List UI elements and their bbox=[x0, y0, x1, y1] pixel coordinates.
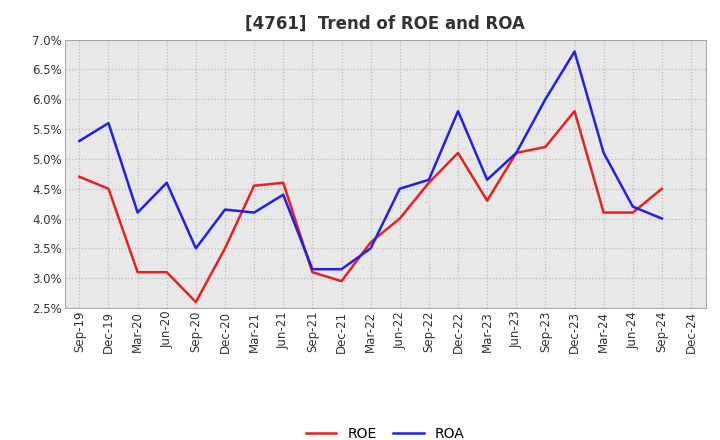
ROA bbox=[512, 150, 521, 156]
ROE bbox=[629, 210, 637, 215]
ROA bbox=[220, 207, 229, 212]
ROA bbox=[337, 267, 346, 272]
ROA bbox=[629, 204, 637, 209]
ROE bbox=[104, 186, 113, 191]
ROE bbox=[599, 210, 608, 215]
ROE bbox=[570, 109, 579, 114]
ROA bbox=[366, 246, 375, 251]
ROA bbox=[250, 210, 258, 215]
ROA bbox=[279, 192, 287, 197]
ROE bbox=[192, 299, 200, 304]
ROA bbox=[308, 267, 317, 272]
ROE bbox=[425, 180, 433, 185]
Line: ROA: ROA bbox=[79, 51, 662, 269]
ROA bbox=[425, 177, 433, 183]
ROE bbox=[337, 279, 346, 284]
ROA bbox=[657, 216, 666, 221]
ROA bbox=[75, 138, 84, 143]
ROE bbox=[541, 144, 550, 150]
ROE bbox=[657, 186, 666, 191]
ROA bbox=[483, 177, 492, 183]
ROA bbox=[133, 210, 142, 215]
ROE bbox=[220, 246, 229, 251]
ROA bbox=[163, 180, 171, 185]
ROE bbox=[279, 180, 287, 185]
Line: ROE: ROE bbox=[79, 111, 662, 302]
ROA bbox=[454, 109, 462, 114]
ROA bbox=[104, 121, 113, 126]
ROA bbox=[570, 49, 579, 54]
Legend: ROE, ROA: ROE, ROA bbox=[306, 427, 464, 440]
ROE bbox=[75, 174, 84, 180]
ROA bbox=[395, 186, 404, 191]
ROE bbox=[163, 270, 171, 275]
ROE bbox=[483, 198, 492, 203]
ROE bbox=[454, 150, 462, 156]
ROE bbox=[366, 240, 375, 245]
Title: [4761]  Trend of ROE and ROA: [4761] Trend of ROE and ROA bbox=[246, 15, 525, 33]
ROE bbox=[512, 150, 521, 156]
ROE bbox=[133, 270, 142, 275]
ROE bbox=[395, 216, 404, 221]
ROE bbox=[250, 183, 258, 188]
ROA bbox=[192, 246, 200, 251]
ROA bbox=[599, 150, 608, 156]
ROA bbox=[541, 97, 550, 102]
ROE bbox=[308, 270, 317, 275]
